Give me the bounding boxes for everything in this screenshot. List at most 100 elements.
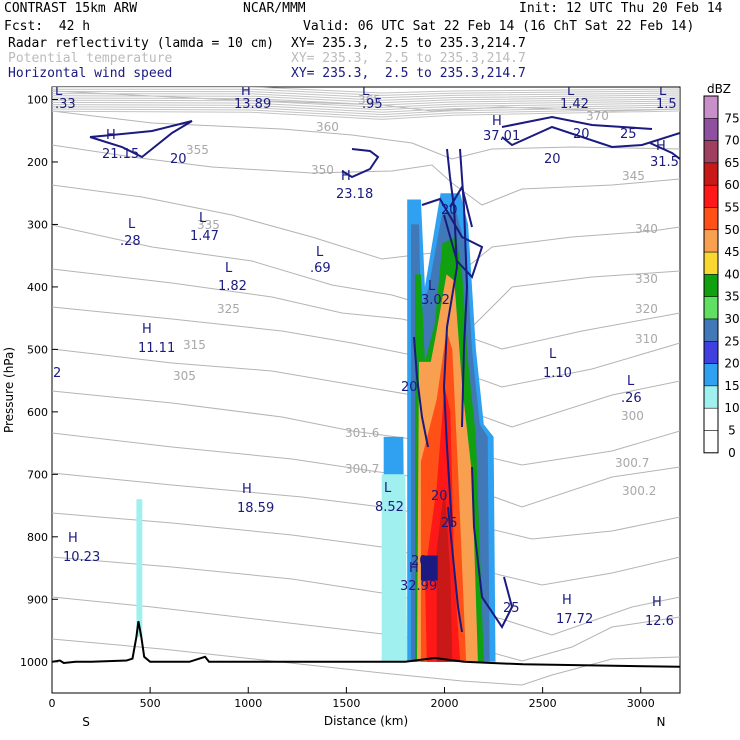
plot-frame bbox=[51, 86, 681, 694]
isentrope-label: 345 bbox=[622, 169, 645, 183]
isentrope-label: 325 bbox=[217, 302, 240, 316]
colorbar-swatch bbox=[703, 95, 719, 119]
extremum-value: 1.47 bbox=[190, 229, 219, 244]
extremum-value: .28 bbox=[120, 234, 141, 249]
extremum-value: .33 bbox=[55, 97, 76, 112]
y-tick-label: 400 bbox=[27, 281, 48, 294]
isentrope-label: 350 bbox=[311, 163, 334, 177]
colorbar-swatch bbox=[703, 318, 719, 342]
isotach bbox=[501, 115, 653, 130]
colorbar-tick-label: 0 bbox=[728, 446, 736, 460]
contour-labels: 370 365 360 355 350 345 340 335 330 325 320 315 310 3… bbox=[53, 84, 679, 629]
extremum-type: L bbox=[567, 84, 575, 99]
extremum: L3.02 bbox=[421, 279, 450, 308]
x-tick-label: 1000 bbox=[234, 697, 262, 710]
colorbar-tick-label: 10 bbox=[724, 401, 739, 415]
isotach-label: 20 bbox=[431, 489, 448, 504]
model-title: CONTRAST 15km ARW bbox=[4, 1, 138, 16]
reflectivity-stripe bbox=[423, 555, 427, 581]
extremum-value: 1.10 bbox=[543, 366, 572, 381]
colorbar-swatch bbox=[703, 296, 719, 320]
extremum: L .28 bbox=[120, 217, 141, 249]
isentrope-label: 300.7 bbox=[615, 456, 649, 470]
colorbar-tick-label: 35 bbox=[724, 290, 739, 304]
field2-xy: XY= 235.3, 2.5 to 235.3,214.7 bbox=[291, 51, 526, 66]
reflectivity-stripe bbox=[420, 555, 424, 581]
isotach bbox=[341, 148, 380, 179]
isentrope-upper bbox=[52, 87, 680, 94]
extremum-value: 11.11 bbox=[138, 341, 175, 356]
reflectivity-area bbox=[436, 486, 453, 662]
field3-name: Horizontal wind speed bbox=[8, 66, 173, 81]
colorbar-unit: dBZ bbox=[707, 82, 731, 96]
extremum-value: 8.52 bbox=[375, 500, 404, 515]
extremum-value: 1.5 bbox=[656, 97, 677, 112]
extremum-value: 31.5 bbox=[650, 155, 679, 170]
extremum-value: .26 bbox=[621, 391, 642, 406]
extremum-value: .95 bbox=[362, 97, 383, 112]
field2-name: Potential temperature bbox=[8, 51, 173, 66]
extremum-type: L bbox=[362, 84, 370, 99]
extremum-type: L bbox=[549, 347, 557, 362]
isotach bbox=[442, 148, 459, 528]
y-tick-label: 500 bbox=[27, 343, 48, 356]
extremum-type: L bbox=[128, 217, 136, 232]
isentrope-upper bbox=[52, 93, 680, 101]
extremum: H 17.72 bbox=[556, 593, 593, 627]
extremum-value: 12.6 bbox=[645, 614, 674, 629]
extremum-value: 1.42 bbox=[560, 97, 589, 112]
x-tick-label: 2000 bbox=[431, 697, 459, 710]
extremum-type: L bbox=[659, 84, 667, 99]
colorbar-tick-label: 70 bbox=[724, 134, 739, 148]
isotach-label: 25 bbox=[441, 516, 458, 531]
y-tick-label: 100 bbox=[27, 93, 48, 106]
extremum: H 23.18 bbox=[336, 169, 373, 202]
isentrope-upper bbox=[52, 99, 680, 108]
field1-xy: XY= 235.3, 2.5 to 235.3,214.7 bbox=[291, 36, 526, 51]
extremum-value: 1.82 bbox=[218, 279, 247, 294]
isentrope bbox=[52, 268, 680, 350]
isentrope-upper bbox=[52, 101, 680, 111]
y-tick-label: 600 bbox=[27, 406, 48, 419]
colorbar-swatch bbox=[703, 184, 719, 208]
extremum: L.33 bbox=[55, 87, 76, 112]
y-tick-label: 1000 bbox=[20, 656, 48, 669]
extremum-value: .69 bbox=[310, 261, 331, 276]
extremum-value: 32.99 bbox=[400, 579, 437, 594]
isentrope-upper bbox=[52, 110, 680, 120]
reflectivity-area bbox=[136, 499, 143, 637]
isentrope-upper bbox=[52, 95, 680, 104]
extremum-type: L bbox=[225, 261, 233, 276]
extremum-type: L bbox=[627, 374, 635, 389]
isotach bbox=[471, 466, 514, 629]
colorbar-tick-label: 30 bbox=[724, 312, 739, 326]
extremum-value: 21.15 bbox=[102, 147, 139, 162]
isotach-label: 20 bbox=[544, 152, 561, 167]
isentrope-upper bbox=[52, 108, 680, 118]
extremum: L .26 bbox=[621, 374, 642, 406]
extremum-type: H bbox=[562, 593, 572, 608]
x-axis-label: Distance (km) bbox=[324, 714, 408, 728]
colorbar-frame bbox=[703, 95, 719, 454]
reflectivity-stripe bbox=[426, 555, 430, 581]
isotach bbox=[413, 336, 429, 448]
extremum-value: 23.18 bbox=[336, 187, 373, 202]
isotach-label: 20 bbox=[401, 380, 418, 395]
colorbar-tick-label: 55 bbox=[724, 201, 739, 215]
colorbar-tick-label: 75 bbox=[724, 111, 739, 125]
axes: 0 500 1000 1500 2000 2500 3000 100 200 300 400 500 6… bbox=[20, 93, 655, 710]
x-right-end-label: N bbox=[657, 715, 666, 729]
colorbar-swatch bbox=[703, 407, 719, 431]
extremum-value: 13.89 bbox=[234, 97, 271, 112]
x-tick-label: 3000 bbox=[627, 697, 655, 710]
isentrope-label: 300.7 bbox=[345, 462, 379, 476]
colorbar-swatch bbox=[703, 430, 719, 454]
extremum-type: L bbox=[199, 211, 207, 226]
x-tick-label: 1500 bbox=[332, 697, 360, 710]
org-label: NCAR/MMM bbox=[243, 1, 306, 16]
colorbar-swatch bbox=[703, 385, 719, 409]
isotach-label: 20 bbox=[573, 127, 590, 142]
x-tick-label: 0 bbox=[49, 697, 56, 710]
isotach bbox=[649, 142, 680, 160]
